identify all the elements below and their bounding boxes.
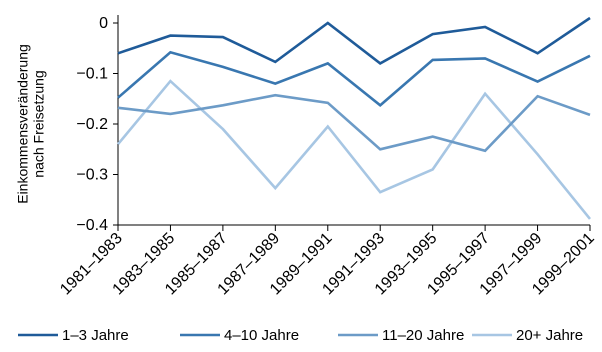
series-line-1 [117, 16, 591, 65]
legend: 1–3 Jahre 4–10 Jahre 11–20 Jahre 20+ Jahre [18, 327, 583, 344]
series-line-4 [116, 79, 592, 220]
legend-label-2: 4–10 Jahre [224, 327, 299, 344]
series-line-3 [117, 93, 591, 153]
y-ticks: 0 −0.1 −0.2 −0.3 −0.4 [76, 15, 118, 234]
y-axis-label-line-1: Einkommensveränderung [15, 44, 31, 204]
y-tick-label: −0.3 [76, 167, 108, 184]
legend-label-3: 11–20 Jahre [382, 327, 464, 344]
y-tick-label: 0 [99, 15, 108, 32]
series-line-2 [117, 50, 591, 107]
y-tick-label: −0.1 [76, 66, 108, 83]
legend-label-4: 20+ Jahre [516, 327, 583, 344]
y-tick-label: −0.2 [76, 116, 108, 133]
axes [117, 15, 590, 226]
y-axis-label-group: Einkommensveränderungnach Freisetzung [15, 44, 47, 204]
legend-label-1: 1–3 Jahre [62, 327, 129, 344]
y-axis-label: Einkommensveränderungnach Freisetzung [15, 44, 47, 204]
y-axis-label-line-2: nach Freisetzung [31, 70, 47, 177]
y-tick-label: −0.4 [76, 217, 108, 234]
x-ticks: 1981–19831983–19851985–19871987–19891989… [57, 225, 598, 298]
series-lines [116, 16, 592, 220]
